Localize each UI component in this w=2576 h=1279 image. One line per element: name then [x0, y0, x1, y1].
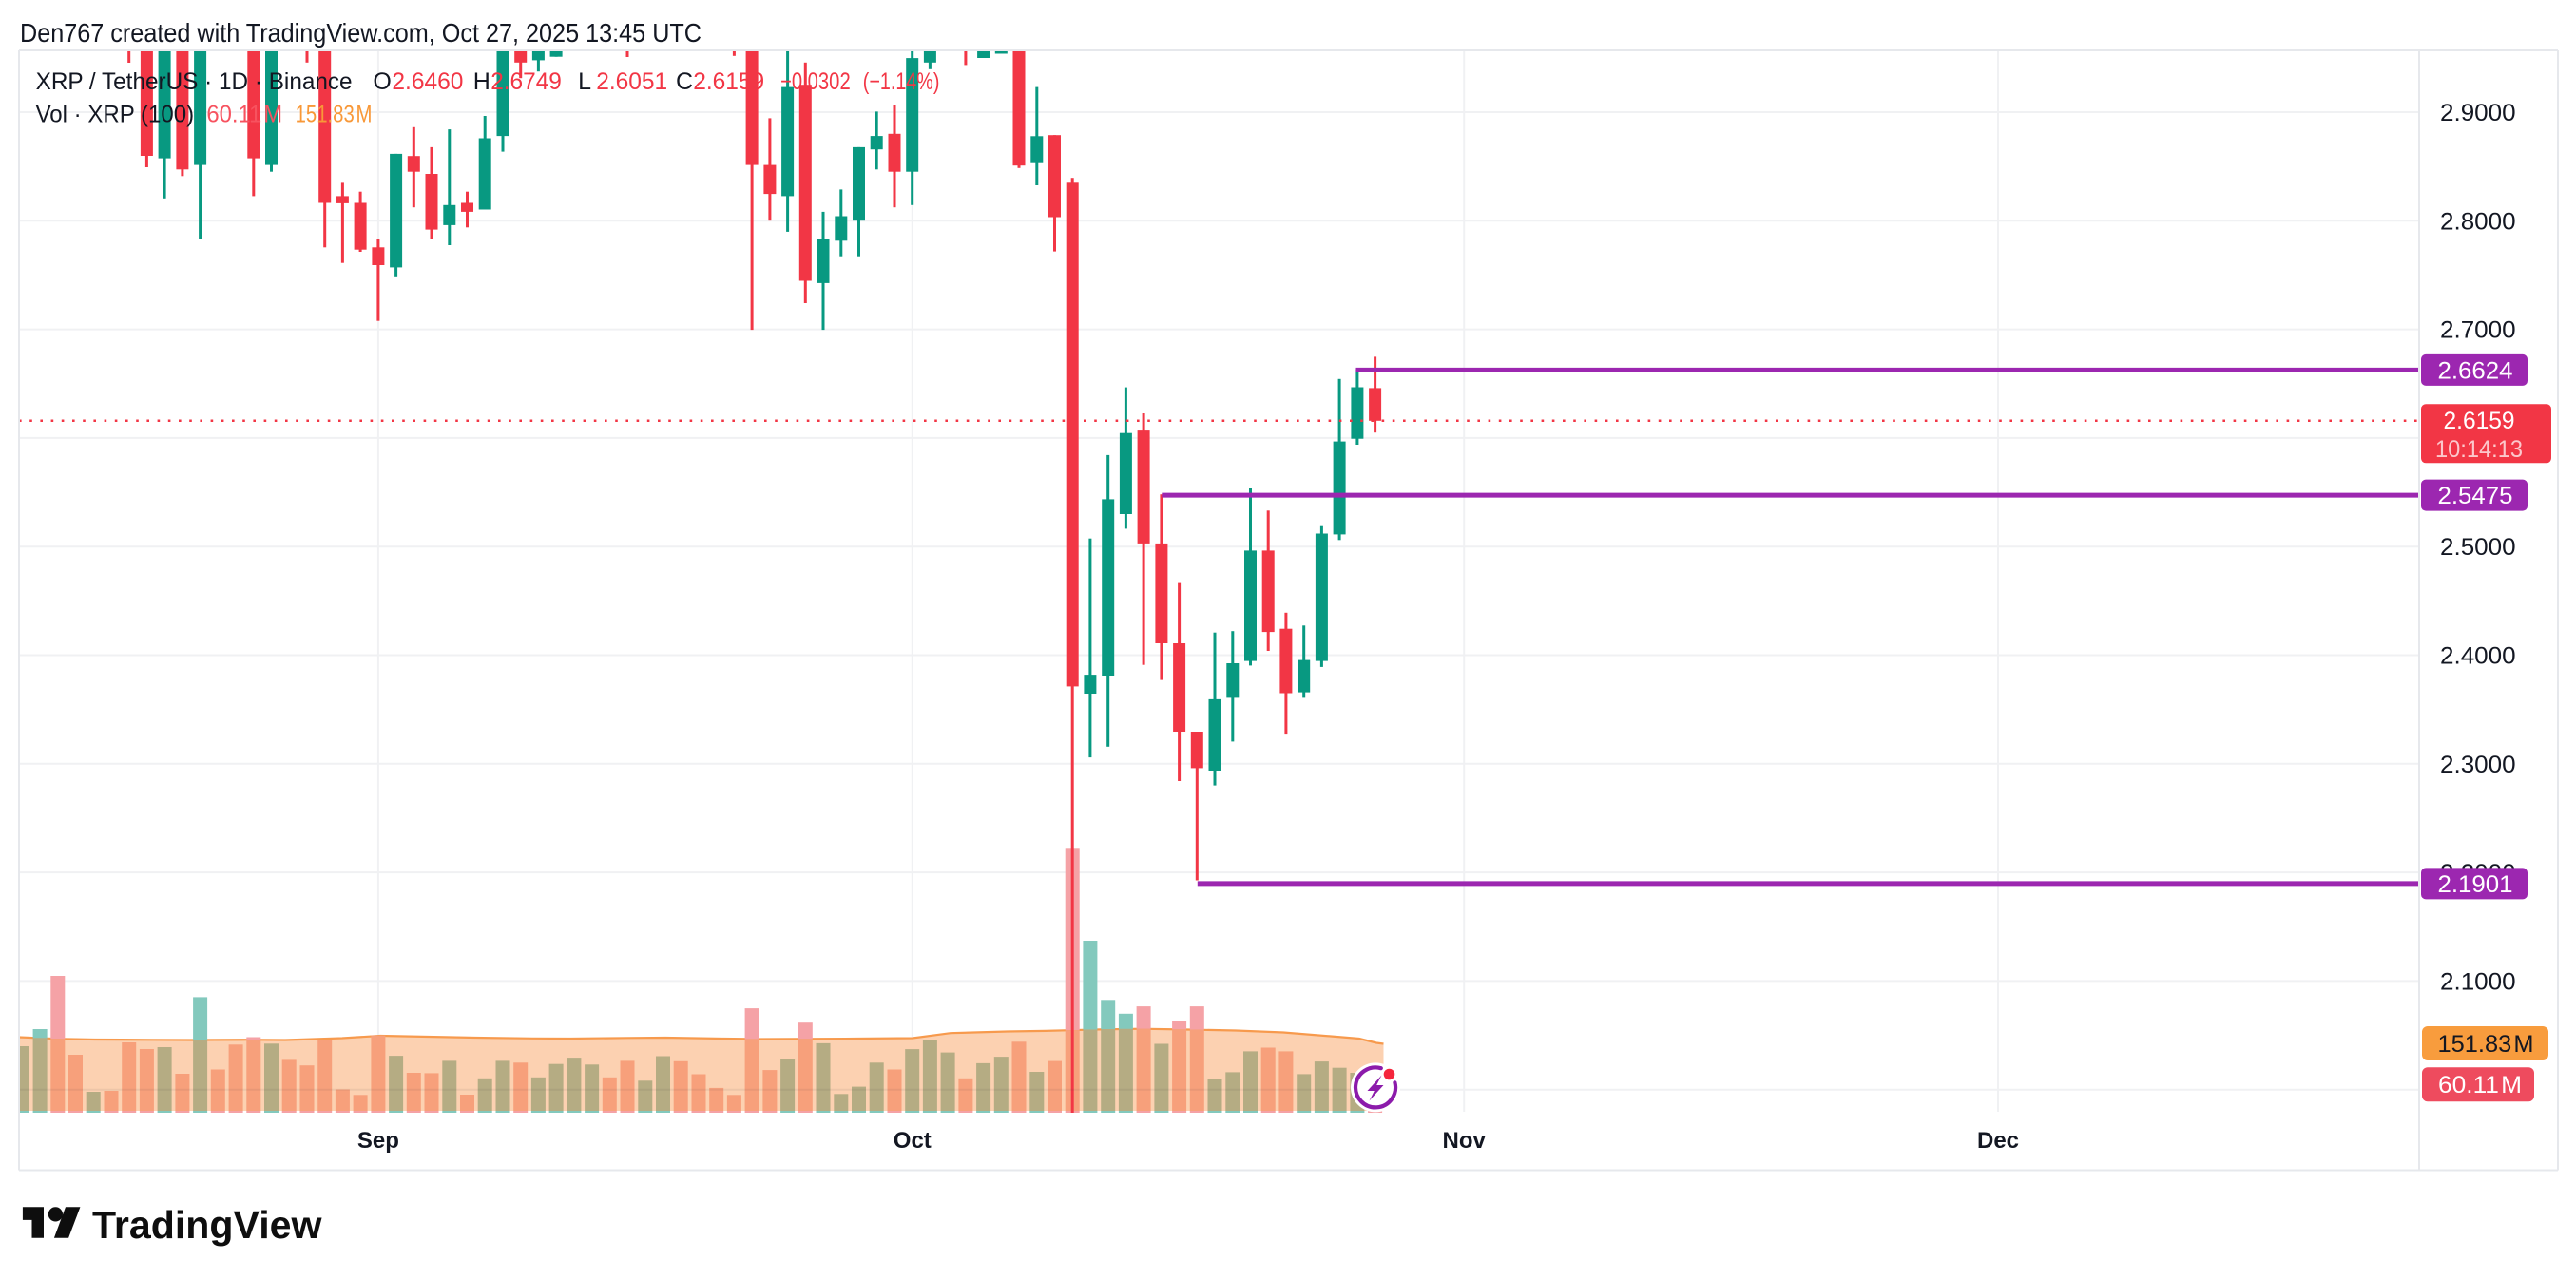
svg-text:151.83 M: 151.83 M — [2438, 1031, 2534, 1058]
svg-text:Den767 created with TradingVie: Den767 created with TradingView.com, Oct… — [20, 18, 702, 48]
svg-text:−0.0302: −0.0302 — [780, 68, 851, 95]
svg-text:O: O — [373, 68, 391, 95]
svg-text:2.6159: 2.6159 — [693, 68, 764, 95]
svg-text:2.9000: 2.9000 — [2440, 100, 2516, 126]
svg-text:2.3000: 2.3000 — [2440, 752, 2516, 778]
svg-text:2.6051: 2.6051 — [596, 68, 667, 95]
svg-text:Vol · XRP (100): Vol · XRP (100) — [36, 102, 195, 128]
svg-text:151.83 M: 151.83 M — [296, 102, 373, 128]
svg-text:2.1000: 2.1000 — [2440, 968, 2516, 995]
svg-text:2.6624: 2.6624 — [2438, 357, 2513, 384]
svg-text:TradingView: TradingView — [92, 1203, 322, 1247]
svg-text:H: H — [473, 68, 490, 95]
svg-text:2.1901: 2.1901 — [2438, 871, 2513, 898]
svg-text:10:14:13: 10:14:13 — [2435, 436, 2523, 463]
svg-text:Nov: Nov — [1443, 1128, 1487, 1154]
svg-text:2.5000: 2.5000 — [2440, 534, 2516, 561]
svg-text:2.6749: 2.6749 — [490, 68, 562, 95]
svg-text:2.4000: 2.4000 — [2440, 643, 2516, 670]
svg-text:2.8000: 2.8000 — [2440, 208, 2516, 235]
svg-text:L: L — [578, 68, 591, 95]
svg-text:(−1.14%): (−1.14%) — [863, 68, 940, 95]
svg-text:C: C — [676, 68, 693, 95]
svg-text:2.6159: 2.6159 — [2444, 408, 2515, 434]
svg-text:2.6460: 2.6460 — [392, 68, 463, 95]
svg-text:2.7000: 2.7000 — [2440, 317, 2516, 344]
svg-text:Sep: Sep — [357, 1128, 399, 1154]
svg-text:Oct: Oct — [894, 1128, 932, 1154]
svg-text:Dec: Dec — [1977, 1128, 2019, 1154]
svg-text:60.11 M: 60.11 M — [206, 102, 282, 128]
svg-text:XRP / TetherUS · 1D · Binance: XRP / TetherUS · 1D · Binance — [36, 68, 353, 95]
svg-text:2.5475: 2.5475 — [2438, 483, 2513, 509]
svg-text:60.11 M: 60.11 M — [2438, 1072, 2522, 1098]
